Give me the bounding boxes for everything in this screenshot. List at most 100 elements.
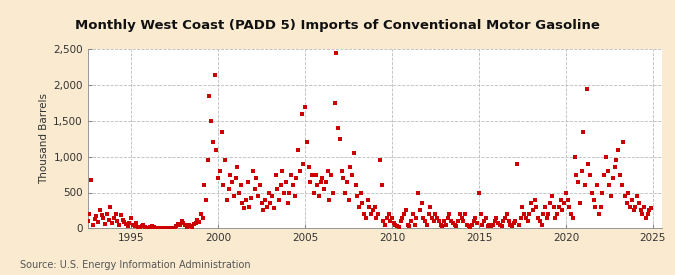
Point: [578, 130, 589, 134]
Point: [277, 169, 288, 173]
Point: [138, 222, 148, 227]
Point: [215, 169, 225, 173]
Point: [506, 224, 517, 228]
Point: [270, 172, 281, 177]
Point: [551, 212, 562, 216]
Point: [303, 165, 314, 170]
Point: [100, 222, 111, 226]
Point: [519, 212, 530, 216]
Point: [288, 183, 298, 188]
Point: [345, 165, 356, 170]
Point: [620, 194, 630, 198]
Point: [529, 197, 540, 202]
Point: [157, 225, 168, 230]
Point: [611, 158, 622, 163]
Point: [482, 224, 493, 228]
Point: [564, 205, 574, 209]
Point: [465, 225, 476, 230]
Point: [460, 212, 470, 216]
Point: [145, 225, 156, 229]
Point: [312, 183, 323, 188]
Point: [119, 220, 130, 224]
Point: [479, 219, 489, 223]
Point: [576, 169, 587, 173]
Point: [616, 183, 627, 188]
Point: [412, 190, 423, 195]
Point: [213, 176, 223, 180]
Point: [91, 214, 102, 218]
Point: [568, 215, 578, 220]
Point: [211, 147, 222, 152]
Point: [167, 226, 178, 230]
Point: [121, 222, 132, 226]
Text: Source: U.S. Energy Information Administration: Source: U.S. Energy Information Administ…: [20, 260, 251, 270]
Point: [593, 212, 604, 216]
Point: [223, 187, 234, 191]
Point: [187, 225, 198, 230]
Point: [397, 215, 408, 220]
Point: [508, 220, 519, 225]
Point: [294, 169, 305, 173]
Point: [514, 222, 524, 227]
Point: [597, 190, 608, 195]
Point: [491, 215, 502, 220]
Point: [613, 147, 624, 152]
Point: [239, 206, 250, 210]
Point: [390, 222, 401, 227]
Point: [95, 208, 105, 213]
Point: [105, 205, 115, 209]
Point: [293, 147, 304, 152]
Point: [383, 212, 394, 216]
Point: [195, 212, 206, 216]
Point: [634, 201, 645, 205]
Point: [258, 208, 269, 213]
Point: [420, 219, 431, 223]
Point: [510, 219, 521, 223]
Point: [74, 201, 84, 205]
Point: [101, 212, 112, 216]
Point: [192, 218, 202, 222]
Point: [456, 215, 467, 220]
Point: [199, 183, 210, 188]
Point: [246, 196, 256, 200]
Point: [517, 205, 528, 209]
Point: [623, 190, 634, 195]
Point: [329, 101, 340, 105]
Point: [178, 220, 189, 225]
Point: [350, 183, 361, 188]
Point: [644, 208, 655, 213]
Point: [152, 226, 163, 230]
Point: [533, 215, 543, 220]
Point: [291, 176, 302, 180]
Point: [166, 226, 177, 230]
Point: [110, 212, 121, 216]
Point: [134, 225, 145, 230]
Point: [284, 190, 295, 195]
Point: [433, 219, 444, 223]
Point: [98, 216, 109, 221]
Point: [446, 219, 456, 223]
Point: [308, 190, 319, 195]
Point: [486, 224, 497, 228]
Point: [80, 205, 91, 209]
Point: [550, 215, 561, 220]
Point: [444, 212, 455, 216]
Point: [333, 126, 344, 130]
Point: [602, 169, 613, 173]
Point: [371, 215, 382, 220]
Point: [347, 172, 358, 177]
Point: [566, 212, 576, 216]
Point: [515, 215, 526, 220]
Point: [458, 219, 468, 223]
Point: [466, 222, 477, 227]
Point: [630, 205, 641, 209]
Point: [228, 194, 239, 198]
Point: [474, 190, 485, 195]
Point: [360, 215, 371, 220]
Point: [581, 87, 592, 91]
Point: [269, 206, 279, 210]
Point: [263, 190, 274, 195]
Point: [524, 212, 535, 216]
Point: [522, 219, 533, 223]
Point: [197, 215, 208, 220]
